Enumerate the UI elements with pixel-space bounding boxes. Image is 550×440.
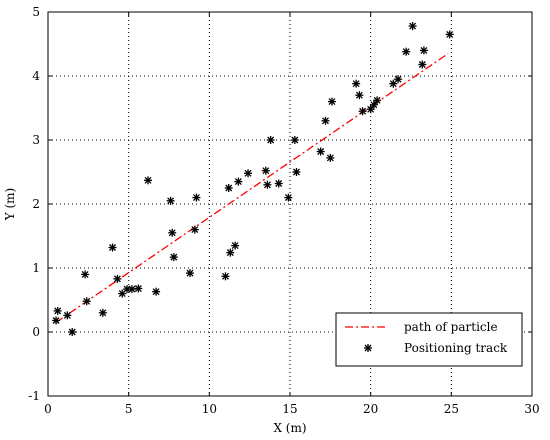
positioning-track-point (143, 175, 153, 185)
series-layer (51, 21, 455, 337)
y-tick-label: 5 (32, 5, 40, 19)
positioning-track-point (262, 180, 273, 190)
positioning-track-point (220, 271, 231, 281)
positioning-track-point (230, 240, 240, 251)
positioning-track-point (327, 96, 337, 107)
positioning-track-point (419, 45, 429, 56)
positioning-track-point (165, 196, 176, 206)
particle-path-line (55, 53, 449, 323)
positioning-track-point (393, 74, 403, 84)
x-tick-label: 15 (282, 402, 297, 416)
positioning-track-point (351, 79, 361, 89)
x-tick-label: 0 (44, 402, 52, 416)
positioning-track-point (417, 59, 427, 70)
y-tick-label: 0 (32, 325, 40, 339)
positioning-track-point (151, 287, 161, 297)
positioning-track-point (445, 29, 455, 40)
positioning-track-point (401, 47, 411, 57)
positioning-track-point (233, 176, 244, 187)
legend-label-path: path of particle (404, 320, 498, 334)
y-tick-label: -1 (28, 389, 40, 403)
positioning-track-point (291, 167, 302, 177)
positioning-track-point (169, 252, 179, 262)
positioning-track-point (82, 296, 92, 306)
legend-marker-swatch (363, 343, 373, 353)
positioning-track-point (261, 166, 271, 176)
positioning-track-point (372, 95, 382, 105)
positioning-track-point (191, 192, 202, 203)
y-tick-label: 4 (32, 69, 40, 83)
plot-frame (47, 11, 533, 397)
x-tick-label: 30 (524, 402, 539, 416)
positioning-track-point (190, 224, 200, 235)
positioning-track-point (80, 269, 90, 280)
positioning-track-point (243, 168, 253, 178)
positioning-track-point (265, 135, 276, 145)
positioning-track-point (274, 178, 284, 189)
x-tick-label: 20 (363, 402, 378, 416)
positioning-track-point (225, 247, 235, 258)
y-tick-label: 1 (32, 261, 40, 275)
y-axis-label: Y (m) (3, 188, 17, 221)
positioning-track-point (407, 21, 418, 31)
positioning-track-point (107, 242, 118, 253)
x-tick-label: 10 (202, 402, 217, 416)
positioning-track-point (283, 192, 294, 203)
positioning-track-point (98, 308, 108, 318)
legend-label-track: Positioning track (404, 341, 508, 355)
positioning-track-point (112, 274, 123, 284)
legend: path of particle Positioning track (335, 312, 523, 367)
y-tick-label: 3 (32, 133, 40, 147)
positioning-track-point (357, 106, 368, 116)
x-tick-label: 25 (444, 402, 459, 416)
tick-labels: 0 5 10 15 20 25 30 -1 0 1 2 3 4 5 (28, 5, 539, 416)
positioning-track-point (62, 310, 73, 321)
positioning-track-point (224, 183, 234, 193)
positioning-track-point (67, 327, 77, 337)
x-tick-label: 5 (125, 402, 133, 416)
y-tick-label: 2 (32, 197, 40, 211)
positioning-track-point (320, 116, 331, 126)
positioning-track-point (354, 90, 365, 100)
positioning-track-point (316, 146, 326, 157)
positioning-track-point (51, 315, 61, 326)
positioning-track-point (185, 268, 195, 278)
positioning-track-point (167, 228, 177, 238)
positioning-track-point (325, 153, 335, 163)
positioning-track-point (133, 283, 143, 294)
positioning-track-point (53, 306, 63, 316)
x-axis-label: X (m) (273, 421, 306, 435)
grid-lines (48, 12, 532, 396)
legend-box (335, 312, 523, 367)
positioning-track-point (290, 135, 300, 145)
